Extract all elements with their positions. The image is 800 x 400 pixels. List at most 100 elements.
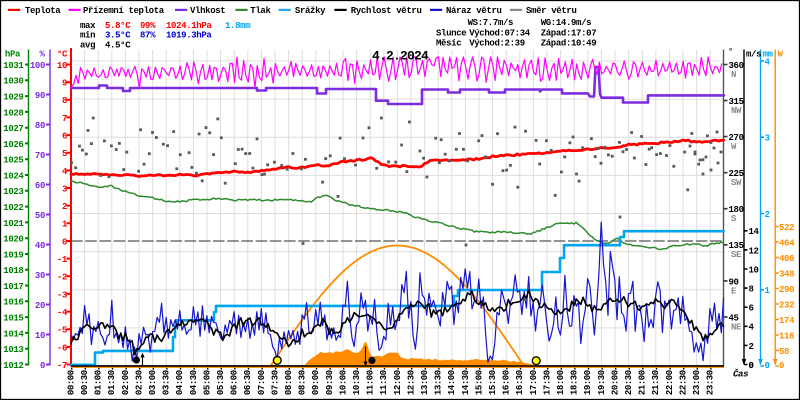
svg-text:Přízemní teplota: Přízemní teplota xyxy=(83,6,165,16)
svg-text:03:30: 03:30 xyxy=(162,370,172,395)
svg-text:116: 116 xyxy=(779,331,794,341)
svg-text:10: 10 xyxy=(57,61,67,71)
svg-text:Východ:2:39: Východ:2:39 xyxy=(469,38,525,48)
svg-text:22:30: 22:30 xyxy=(678,370,688,395)
svg-text:-1: -1 xyxy=(57,255,68,265)
svg-text:1019.3hPa: 1019.3hPa xyxy=(166,31,212,41)
svg-text:1015: 1015 xyxy=(3,314,23,324)
svg-text:1017: 1017 xyxy=(3,282,23,292)
svg-text:0: 0 xyxy=(62,237,67,247)
svg-text:90: 90 xyxy=(35,91,45,101)
svg-text:-2: -2 xyxy=(57,273,67,283)
svg-text:1018: 1018 xyxy=(3,266,23,276)
svg-text:15:00: 15:00 xyxy=(474,370,484,395)
svg-text:315: 315 xyxy=(729,97,744,107)
svg-text:16:30: 16:30 xyxy=(515,370,525,395)
svg-text:4: 4 xyxy=(749,323,755,333)
svg-text:00:30: 00:30 xyxy=(80,370,90,395)
svg-text:80: 80 xyxy=(35,121,45,131)
svg-text:7: 7 xyxy=(62,114,67,124)
svg-text:1022: 1022 xyxy=(3,203,23,213)
svg-text:16:00: 16:00 xyxy=(502,370,512,395)
svg-text:hPa: hPa xyxy=(5,50,21,60)
svg-text:Východ:07:34: Východ:07:34 xyxy=(469,28,531,38)
svg-text:04:30: 04:30 xyxy=(189,370,199,395)
svg-text:-4: -4 xyxy=(57,308,68,318)
svg-text:°: ° xyxy=(728,47,733,57)
svg-text:20:30: 20:30 xyxy=(624,370,634,395)
svg-text:W: W xyxy=(778,50,784,60)
svg-text:14: 14 xyxy=(749,227,760,237)
svg-text:30: 30 xyxy=(35,271,45,281)
svg-text:11:30: 11:30 xyxy=(379,370,389,395)
svg-text:360: 360 xyxy=(729,61,744,71)
svg-text:12: 12 xyxy=(749,246,759,256)
svg-text:99%: 99% xyxy=(140,21,156,31)
svg-text:5: 5 xyxy=(62,149,67,159)
svg-text:14:00: 14:00 xyxy=(447,370,457,395)
svg-text:04:00: 04:00 xyxy=(175,370,185,395)
svg-text:100: 100 xyxy=(30,61,45,71)
svg-text:290: 290 xyxy=(779,285,794,295)
svg-text:Tlak: Tlak xyxy=(250,6,271,16)
svg-text:10:00: 10:00 xyxy=(338,370,348,395)
svg-text:00:00: 00:00 xyxy=(66,370,76,395)
svg-text:SW: SW xyxy=(731,178,742,188)
svg-text:50: 50 xyxy=(35,211,45,221)
svg-text:1: 1 xyxy=(62,220,68,230)
svg-text:02:30: 02:30 xyxy=(134,370,144,395)
svg-text:E: E xyxy=(731,286,737,296)
svg-text:Západ:10:49: Západ:10:49 xyxy=(541,38,597,48)
svg-text:SE: SE xyxy=(731,250,742,260)
svg-text:6: 6 xyxy=(749,304,754,314)
svg-text:Vlhkost: Vlhkost xyxy=(190,6,225,16)
svg-text:1019: 1019 xyxy=(3,250,23,260)
svg-text:522: 522 xyxy=(779,223,794,233)
svg-text:180: 180 xyxy=(729,205,744,215)
svg-text:23:30: 23:30 xyxy=(706,370,716,395)
svg-text:Západ:17:07: Západ:17:07 xyxy=(541,28,597,38)
svg-text:90: 90 xyxy=(729,277,739,287)
svg-text:1016: 1016 xyxy=(3,298,23,308)
svg-text:21:30: 21:30 xyxy=(651,370,661,395)
svg-text:02:00: 02:00 xyxy=(121,370,131,395)
svg-text:70: 70 xyxy=(35,151,45,161)
svg-text:0: 0 xyxy=(779,361,784,371)
svg-text:NE: NE xyxy=(731,322,742,332)
svg-text:1023: 1023 xyxy=(3,187,23,197)
svg-text:5.8°C: 5.8°C xyxy=(105,21,131,31)
svg-text:0: 0 xyxy=(765,361,770,371)
svg-text:mm: mm xyxy=(763,50,774,60)
svg-text:20:00: 20:00 xyxy=(610,370,620,395)
svg-text:min: min xyxy=(80,31,95,41)
svg-text:1025: 1025 xyxy=(3,156,23,166)
svg-text:01:30: 01:30 xyxy=(107,370,117,395)
svg-text:09:00: 09:00 xyxy=(311,370,321,395)
svg-text:2: 2 xyxy=(765,210,770,220)
svg-text:58: 58 xyxy=(779,347,789,357)
svg-text:Čas: Čas xyxy=(733,369,748,380)
svg-text:18:00: 18:00 xyxy=(556,370,566,395)
svg-text:17:30: 17:30 xyxy=(542,370,552,395)
svg-text:07:30: 07:30 xyxy=(270,370,280,395)
svg-text:2: 2 xyxy=(749,342,754,352)
svg-text:464: 464 xyxy=(779,238,795,248)
svg-text:4.5°C: 4.5°C xyxy=(105,40,131,50)
svg-text:13:30: 13:30 xyxy=(434,370,444,395)
svg-text:270: 270 xyxy=(729,133,744,143)
svg-text:4: 4 xyxy=(62,167,68,177)
svg-text:09:30: 09:30 xyxy=(325,370,335,395)
svg-text:-3: -3 xyxy=(57,290,67,300)
svg-text:1024: 1024 xyxy=(3,171,24,181)
svg-text:N: N xyxy=(731,70,736,80)
svg-text:174: 174 xyxy=(779,316,795,326)
svg-text:Slunce: Slunce xyxy=(436,28,466,38)
svg-text:22:00: 22:00 xyxy=(665,370,675,395)
svg-text:-7: -7 xyxy=(57,361,67,371)
svg-text:06:00: 06:00 xyxy=(230,370,240,395)
svg-text:0: 0 xyxy=(749,361,754,371)
svg-text:1: 1 xyxy=(765,286,771,296)
svg-text:S: S xyxy=(731,214,737,224)
svg-text:8: 8 xyxy=(62,96,67,106)
svg-text:6: 6 xyxy=(62,131,67,141)
